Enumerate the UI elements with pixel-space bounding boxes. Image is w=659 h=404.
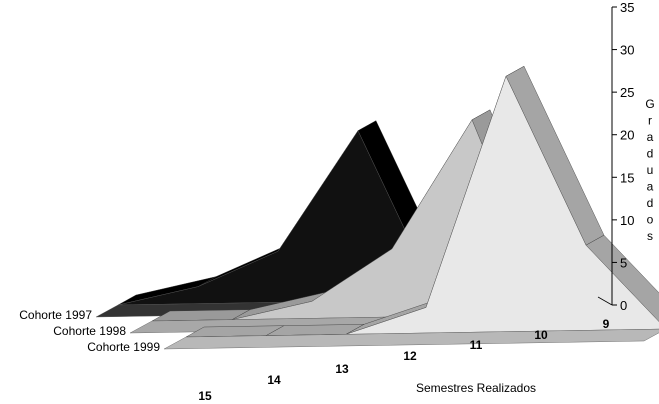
series-label-3: Cohorte 1999 bbox=[87, 340, 160, 354]
y-axis-title-letter: o bbox=[647, 213, 654, 227]
series-3-floor bbox=[163, 328, 659, 350]
y-axis-title-letter: r bbox=[648, 114, 652, 128]
x-tick-label-12: 12 bbox=[403, 349, 417, 363]
y-tick-label-35: 35 bbox=[620, 0, 634, 15]
axis-layer: 0 5 10 15 20 25 30 35 bbox=[597, 0, 634, 313]
series-3 bbox=[163, 65, 659, 350]
y-tick-label-0: 0 bbox=[620, 298, 627, 313]
y-tick-label-5: 5 bbox=[620, 255, 627, 270]
x-tick-label-9: 9 bbox=[603, 317, 610, 331]
floor-edge bbox=[597, 296, 613, 306]
x-tick-label-15: 15 bbox=[198, 389, 212, 403]
y-tick-label-15: 15 bbox=[620, 170, 634, 185]
y-axis-title-letter: d bbox=[647, 147, 654, 161]
x-tick-label-10: 10 bbox=[534, 328, 548, 342]
y-tick-label-30: 30 bbox=[620, 43, 634, 58]
x-tick-label-13: 13 bbox=[335, 362, 349, 376]
y-tick-label-25: 25 bbox=[620, 85, 634, 100]
x-tick-label-14: 14 bbox=[267, 373, 281, 387]
y-axis-title-letter: s bbox=[647, 229, 653, 243]
y-axis-title-letter: a bbox=[647, 180, 654, 194]
x-tick-label-11: 11 bbox=[470, 338, 483, 352]
series-layer bbox=[95, 65, 659, 350]
y-axis-title-letter: u bbox=[647, 163, 654, 177]
y-axis-title-letter: a bbox=[647, 130, 654, 144]
series-label-1: Cohorte 1997 bbox=[19, 308, 92, 322]
y-tick-label-10: 10 bbox=[620, 213, 634, 228]
x-axis-title: Semestres Realizados bbox=[416, 381, 536, 395]
series-label-2: Cohorte 1998 bbox=[53, 324, 126, 338]
y-tick-label-20: 20 bbox=[620, 128, 634, 143]
y-axis-title-letter: G bbox=[645, 97, 654, 111]
y-axis-title-letter: d bbox=[647, 196, 654, 210]
